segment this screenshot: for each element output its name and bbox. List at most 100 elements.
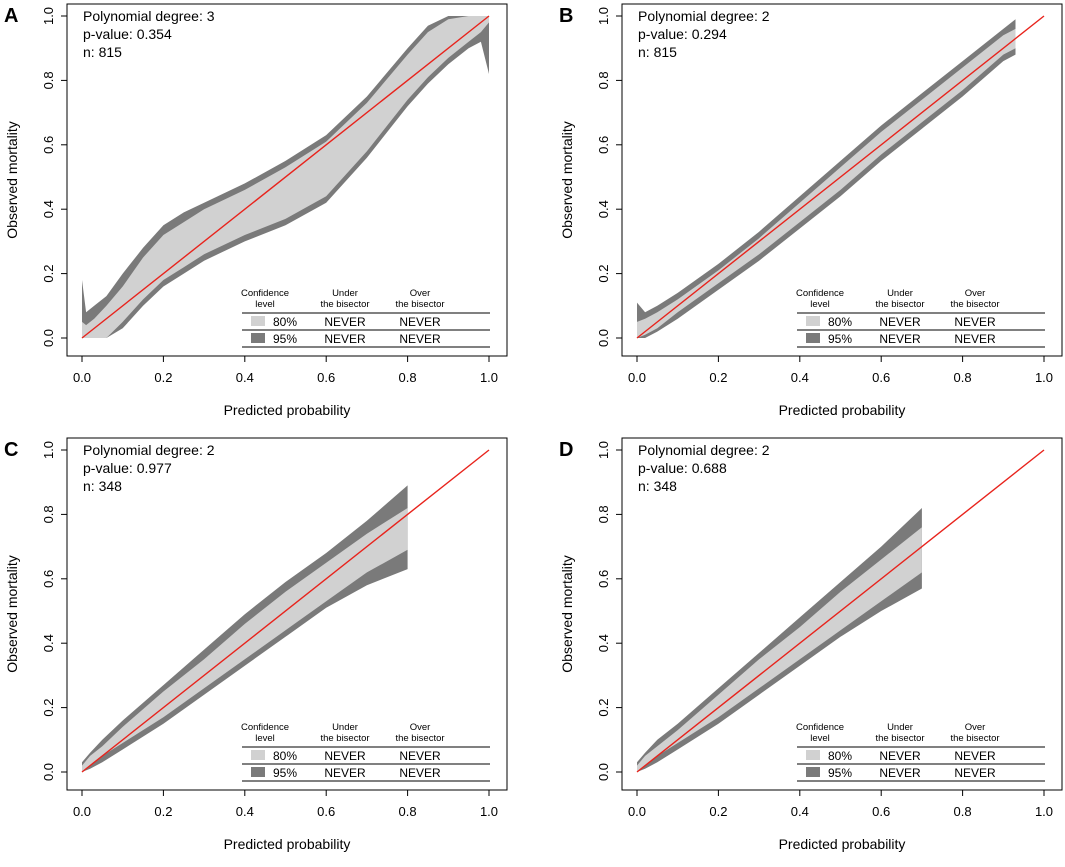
x-tick-label: 1.0 [480,370,498,385]
legend-under: NEVER [324,332,366,346]
panel-label: D [559,439,573,461]
legend-under: NEVER [879,749,921,763]
legend-over: NEVER [399,315,441,329]
legend-over: NEVER [954,332,996,346]
y-tick-label: 0.0 [596,329,611,347]
legend-level: 80% [828,749,852,763]
legend-level: 80% [828,315,852,329]
panel-label: C [4,439,18,461]
x-tick-label: 0.6 [872,804,890,819]
legend-under: NEVER [879,315,921,329]
y-tick-label: 0.8 [596,71,611,89]
legend-header: Confidence level [796,722,844,744]
legend-level: 95% [273,766,297,780]
panel-label: A [4,5,18,27]
y-tick-label: 1.0 [41,7,56,25]
legend-header: Confidence level [241,722,289,744]
legend-under: NEVER [324,766,366,780]
legend-under: NEVER [879,766,921,780]
y-tick-label: 0.2 [596,699,611,717]
legend-swatch-95 [251,767,265,777]
legend-over: NEVER [954,315,996,329]
bisector-line [636,449,1045,773]
legend-header: Over the bisector [395,288,444,310]
legend-header: Confidence level [241,288,289,310]
plot-frame [66,3,508,357]
n-label: n: 815 [83,44,122,60]
legend-over: NEVER [399,332,441,346]
y-tick-label: 1.0 [596,441,611,459]
x-tick-label: 0.0 [628,370,646,385]
y-axis-title: Observed mortality [559,555,575,672]
x-tick-label: 0.0 [628,804,646,819]
legend-swatch-80 [251,750,265,760]
x-tick-label: 0.0 [73,370,91,385]
legend-level: 95% [828,332,852,346]
p-value-label: p-value: 0.294 [638,26,727,42]
y-tick-label: 0.0 [41,763,56,781]
legend-over: NEVER [954,749,996,763]
legend-header: Over the bisector [950,288,999,310]
x-tick-label: 0.8 [954,804,972,819]
legend-swatch-80 [806,316,820,326]
y-tick-label: 0.0 [596,763,611,781]
bisector-line [81,15,490,339]
y-tick-label: 0.8 [41,505,56,523]
polynomial-degree-label: Polynomial degree: 2 [638,442,770,458]
n-label: n: 348 [83,478,122,494]
y-tick-label: 0.6 [596,136,611,154]
p-value-label: p-value: 0.354 [83,26,172,42]
y-tick-label: 0.2 [41,265,56,283]
legend-over: NEVER [399,749,441,763]
y-tick-label: 0.2 [596,265,611,283]
polynomial-degree-label: Polynomial degree: 3 [83,8,215,24]
x-tick-label: 0.6 [317,370,335,385]
x-tick-label: 0.8 [399,370,417,385]
legend-swatch-80 [251,316,265,326]
polynomial-degree-label: Polynomial degree: 2 [83,442,215,458]
bisector-line [81,449,490,773]
legend-under: NEVER [324,315,366,329]
legend-over: NEVER [399,766,441,780]
legend-level: 80% [273,315,297,329]
y-tick-label: 1.0 [41,441,56,459]
n-label: n: 815 [638,44,677,60]
x-tick-label: 0.2 [154,804,172,819]
band-80 [637,527,922,772]
bisector-line [636,15,1045,339]
y-tick-label: 0.0 [41,329,56,347]
legend-level: 95% [828,766,852,780]
legend-header: Over the bisector [950,722,999,744]
n-label: n: 348 [638,478,677,494]
legend-swatch-95 [806,767,820,777]
y-tick-label: 0.6 [41,136,56,154]
polynomial-degree-label: Polynomial degree: 2 [638,8,770,24]
x-tick-label: 0.4 [236,370,254,385]
x-axis-title: Predicted probability [779,836,906,852]
band-80 [637,28,1016,339]
plot-frame [66,437,508,791]
y-tick-label: 0.4 [596,200,611,218]
legend-over: NEVER [954,766,996,780]
x-tick-label: 0.6 [317,804,335,819]
y-axis-title: Observed mortality [4,555,20,672]
legend-header: Under the bisector [875,288,924,310]
x-tick-label: 1.0 [1035,804,1053,819]
legend-swatch-95 [251,333,265,343]
plot-frame [621,437,1063,791]
x-tick-label: 0.6 [872,370,890,385]
legend-header: Under the bisector [320,288,369,310]
x-axis-title: Predicted probability [779,402,906,418]
panel-label: B [559,5,573,27]
x-tick-label: 0.4 [791,804,809,819]
x-axis-title: Predicted probability [224,836,351,852]
legend-header: Under the bisector [875,722,924,744]
p-value-label: p-value: 0.977 [83,460,172,476]
legend-level: 80% [273,749,297,763]
x-tick-label: 0.2 [709,370,727,385]
legend-under: NEVER [324,749,366,763]
chart-panel-a: A 0.0 0.2 0.4 0.6 0.8 1.0 0.0 0.2 0.4 0.6 0.8 1.0 Pre… [4,3,508,418]
legend-level: 95% [273,332,297,346]
legend-header: Over the bisector [395,722,444,744]
